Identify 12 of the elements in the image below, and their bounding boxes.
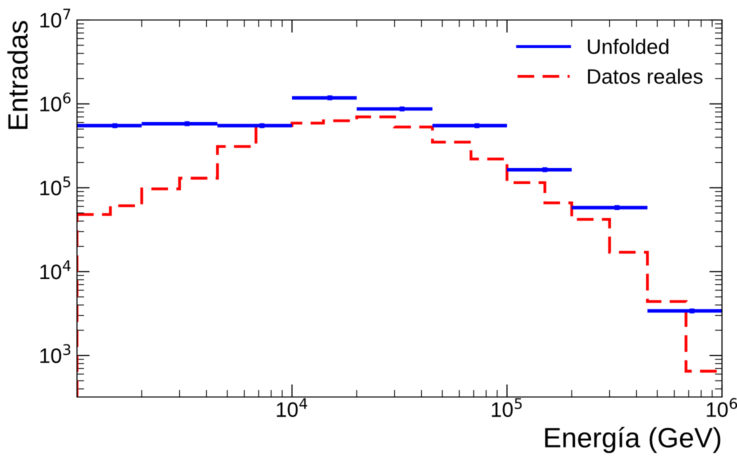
x-tick-label: 10$^{5}$	[492, 398, 522, 418]
y-tick-label: 10$^{3}$	[40, 344, 70, 364]
y-tick-label: 10$^{5}$	[40, 176, 70, 196]
y-tick-label: 10$^{7}$	[40, 8, 70, 28]
y-tick-label: 10$^{6}$	[40, 92, 71, 112]
y-tick-label: 10$^{4}$	[40, 260, 71, 280]
y-axis-title: Entradas	[7, 20, 28, 129]
x-tick-label: 10$^{4}$	[276, 398, 308, 418]
x-axis-title: Energía (GeV)	[545, 426, 720, 454]
x-tick-label: 10$^{6}$	[706, 398, 737, 418]
legend-label: Unfolded	[588, 38, 668, 54]
legend-label: Datos reales	[588, 68, 703, 84]
